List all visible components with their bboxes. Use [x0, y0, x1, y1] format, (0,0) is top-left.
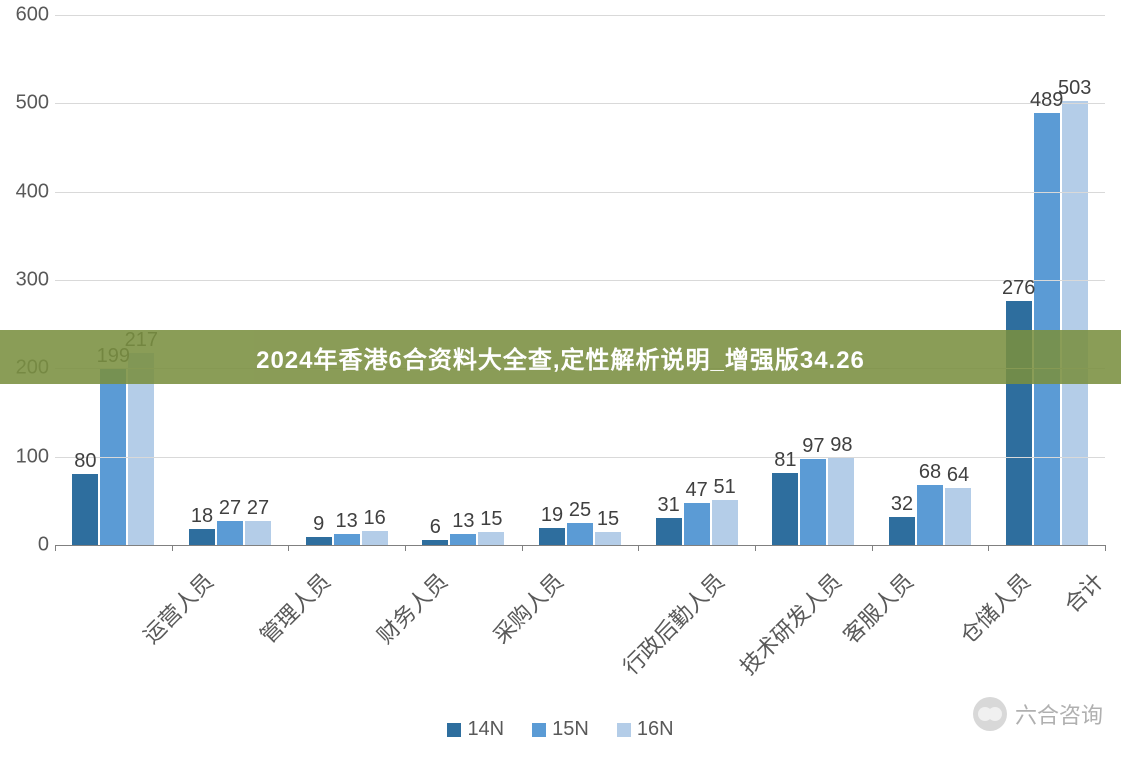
bar-value-label: 13: [336, 510, 358, 533]
bar: [217, 521, 243, 545]
bar: [334, 534, 360, 545]
bar-value-label: 16: [364, 507, 386, 530]
bar-value-label: 47: [686, 479, 708, 502]
x-tick: [988, 545, 989, 551]
bar: [945, 488, 971, 545]
bar-value-label: 276: [1002, 277, 1035, 300]
legend: 14N 15N 16N: [0, 718, 1121, 741]
bar: [567, 523, 593, 545]
bar: [917, 485, 943, 545]
bar-value-label: 27: [247, 497, 269, 520]
bar: [306, 537, 332, 545]
bar-value-label: 6: [430, 516, 441, 539]
bar: [478, 532, 504, 545]
chart-container: 0100200300400500600 80199217182727913166…: [0, 0, 1121, 757]
bar: [828, 458, 854, 545]
legend-label: 15N: [552, 718, 589, 740]
bar: [656, 518, 682, 545]
bar-value-label: 18: [191, 505, 213, 528]
bar: [889, 517, 915, 545]
legend-swatch: [532, 723, 546, 737]
overlay-text: 2024年香港6合资料大全查,定性解析说明_增强版34.26: [256, 340, 865, 375]
bar-value-label: 9: [313, 513, 324, 536]
bar: [1062, 101, 1088, 545]
x-category-label: 管理人员: [252, 565, 337, 650]
x-tick: [1105, 545, 1106, 551]
bar: [684, 503, 710, 545]
overlay-banner: 2024年香港6合资料大全查,定性解析说明_增强版34.26: [0, 330, 1121, 384]
x-tick: [405, 545, 406, 551]
bar: [450, 534, 476, 545]
wechat-icon: [973, 697, 1007, 731]
x-category-label: 行政后勤人员: [615, 565, 731, 681]
legend-swatch: [617, 723, 631, 737]
x-tick: [172, 545, 173, 551]
y-tick-label: 400: [0, 180, 49, 203]
y-tick-label: 600: [0, 4, 49, 27]
bar: [712, 500, 738, 545]
x-category-label: 合计: [1056, 565, 1110, 619]
bar-value-label: 15: [597, 508, 619, 531]
bar: [595, 532, 621, 545]
x-tick: [872, 545, 873, 551]
y-tick-label: 500: [0, 92, 49, 115]
x-category-label: 技术研发人员: [731, 565, 847, 681]
bar-value-label: 31: [658, 494, 680, 517]
y-tick-label: 100: [0, 445, 49, 468]
legend-label: 14N: [467, 718, 504, 740]
watermark: 六合咨询: [973, 697, 1103, 731]
bar-value-label: 25: [569, 499, 591, 522]
bar: [800, 459, 826, 545]
bar: [772, 473, 798, 545]
x-tick: [755, 545, 756, 551]
bar-value-label: 32: [891, 493, 913, 516]
legend-label: 16N: [637, 718, 674, 740]
bar-value-label: 81: [774, 449, 796, 472]
bar-value-label: 68: [919, 461, 941, 484]
legend-item: 14N: [447, 718, 504, 741]
bar: [539, 528, 565, 545]
bar-value-label: 13: [452, 510, 474, 533]
x-tick: [522, 545, 523, 551]
gridline: [55, 457, 1105, 458]
y-tick-label: 300: [0, 269, 49, 292]
legend-item: 16N: [617, 718, 674, 741]
gridline: [55, 15, 1105, 16]
legend-swatch: [447, 723, 461, 737]
x-tick: [638, 545, 639, 551]
bar: [72, 474, 98, 545]
watermark-text: 六合咨询: [1015, 698, 1103, 730]
x-category-label: 仓储人员: [952, 565, 1037, 650]
x-category-label: 客服人员: [835, 565, 920, 650]
x-category-label: 运营人员: [135, 565, 220, 650]
gridline: [55, 103, 1105, 104]
bar-value-label: 97: [802, 435, 824, 458]
bar-value-label: 80: [74, 450, 96, 473]
legend-item: 15N: [532, 718, 589, 741]
y-tick-label: 0: [0, 534, 49, 557]
bar-value-label: 51: [714, 476, 736, 499]
bar-value-label: 64: [947, 464, 969, 487]
x-category-label: 采购人员: [485, 565, 570, 650]
gridline: [55, 192, 1105, 193]
bar: [189, 529, 215, 545]
x-axis-line: [55, 545, 1105, 546]
bar-value-label: 503: [1058, 77, 1091, 100]
bar-value-label: 27: [219, 497, 241, 520]
gridline: [55, 280, 1105, 281]
bar-value-label: 98: [830, 434, 852, 457]
bar-value-label: 15: [480, 508, 502, 531]
x-tick: [55, 545, 56, 551]
bar: [245, 521, 271, 545]
bar-value-label: 19: [541, 504, 563, 527]
x-tick: [288, 545, 289, 551]
bar: [362, 531, 388, 545]
x-category-label: 财务人员: [368, 565, 453, 650]
